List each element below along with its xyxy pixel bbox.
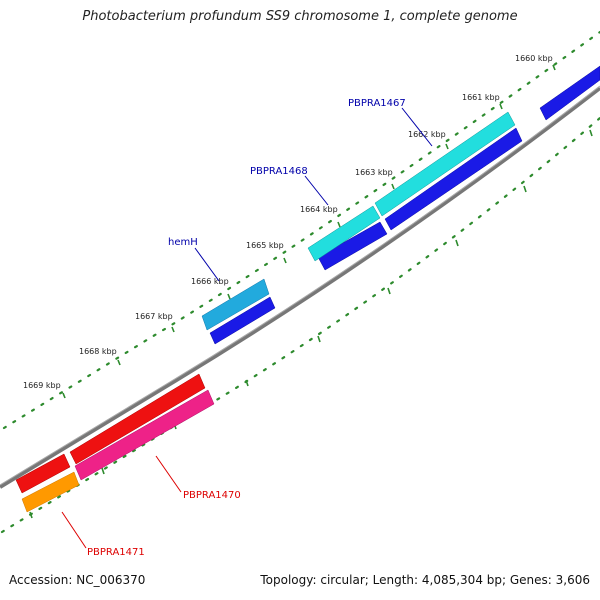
gene-label-pbpra1470[interactable]: PBPRA1470 [183, 490, 241, 501]
inner-scale-ring [0, 116, 600, 534]
tick-label: 1663 kbp [355, 168, 393, 177]
gene-labels: PBPRA1467 PBPRA1468 hemH PBPRA1470 PBPRA… [87, 98, 406, 558]
gene-arrow-pbpra1471[interactable] [21, 471, 80, 513]
tick-label: 1667 kbp [135, 312, 173, 321]
blue-gene-track [209, 65, 600, 345]
gene-arrow-blue[interactable] [317, 221, 388, 271]
gene-label-hemh[interactable]: hemH [168, 237, 198, 248]
tick-label: 1665 kbp [246, 241, 284, 250]
tick-label: 1664 kbp [300, 205, 338, 214]
outer-scale-ring [2, 30, 600, 430]
gene-arrow-pbpra1468[interactable] [307, 205, 381, 262]
tick-label: 1669 kbp [23, 381, 61, 390]
tick-label: 1661 kbp [462, 93, 500, 102]
gene-label-pbpra1468[interactable]: PBPRA1468 [250, 166, 308, 177]
topology-label: Topology: circular; Length: 4,085,304 bp… [260, 573, 590, 587]
gene-label-pbpra1467[interactable]: PBPRA1467 [348, 98, 406, 109]
tick-label: 1666 kbp [191, 277, 229, 286]
outer-scale-ticks [62, 64, 556, 399]
cyan-gene-track [201, 111, 516, 331]
gene-arrow-blue[interactable] [384, 127, 523, 231]
label-leaders [61, 107, 433, 549]
accession-label: Accession: NC_006370 [9, 573, 146, 587]
gene-arrow-pbpra1467[interactable] [374, 111, 516, 217]
tick-label: 1668 kbp [79, 347, 117, 356]
gene-arrow-red[interactable] [69, 373, 206, 465]
map-title: Photobacterium profundum SS9 chromosome … [82, 9, 518, 24]
gene-arrow-pbpra1470[interactable] [74, 389, 215, 481]
tick-label: 1662 kbp [408, 130, 446, 139]
tick-label: 1660 kbp [515, 54, 553, 63]
gene-arrow-blue[interactable] [539, 65, 600, 121]
chromosome-backbone [0, 85, 600, 489]
red-gene-track [15, 373, 215, 513]
gene-arrow-red[interactable] [15, 453, 71, 494]
gene-arrow-hemh[interactable] [201, 278, 270, 331]
kbp-tick-labels: 1660 kbp 1661 kbp 1662 kbp 1663 kbp 1664… [23, 54, 553, 390]
gene-arrow-blue[interactable] [209, 296, 276, 345]
gene-label-pbpra1471[interactable]: PBPRA1471 [87, 547, 145, 558]
